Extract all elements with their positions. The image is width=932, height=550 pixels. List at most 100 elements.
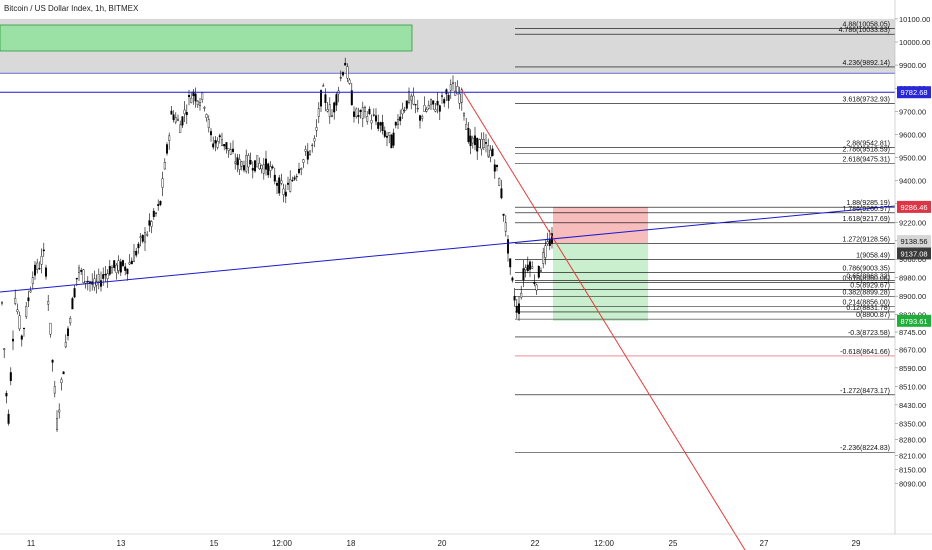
- candle-body: [231, 148, 234, 152]
- candle: [476, 137, 479, 160]
- candle: [128, 254, 131, 266]
- candle-body: [229, 149, 232, 155]
- candle: [56, 410, 59, 432]
- candle: [311, 143, 314, 153]
- candle-body: [443, 99, 446, 104]
- candle: [110, 264, 113, 274]
- candle-body: [148, 220, 151, 226]
- candle: [533, 274, 536, 287]
- candle: [408, 87, 411, 105]
- candle: [282, 183, 285, 203]
- chart-title: Bitcoin / US Dollar Index, 1h, BITMEX: [4, 4, 139, 13]
- candle-body: [333, 102, 336, 113]
- candle: [212, 136, 215, 150]
- candle-body: [62, 371, 65, 375]
- candle-body: [388, 132, 391, 136]
- candle-body: [386, 135, 389, 138]
- candle: [31, 271, 34, 290]
- candle-body: [364, 107, 367, 112]
- fib-label: 0.65(8968.32): [846, 273, 890, 280]
- candle-body: [487, 145, 490, 157]
- candle: [390, 133, 393, 149]
- candle-body: [302, 159, 305, 163]
- candle-body: [370, 120, 373, 124]
- candle: [18, 311, 21, 332]
- candle-body: [176, 118, 179, 121]
- candle: [124, 263, 127, 276]
- candle-body: [430, 99, 433, 105]
- fib-label: 1.88(9285.19): [846, 200, 890, 207]
- candle-body: [269, 166, 272, 171]
- candle: [196, 99, 199, 108]
- fib-label: -2.236(8224.83): [840, 445, 890, 452]
- candle-body: [121, 260, 124, 266]
- candle-body: [84, 280, 87, 284]
- candle-body: [150, 221, 153, 227]
- candle-body: [242, 165, 245, 171]
- candle-body: [520, 292, 523, 298]
- candle: [267, 162, 270, 178]
- candle-body: [463, 113, 466, 117]
- price-tick-label: 8280.00: [899, 435, 926, 444]
- candle-body: [181, 116, 184, 126]
- candle: [207, 115, 210, 133]
- candle-body: [245, 155, 248, 172]
- candle: [60, 377, 63, 391]
- fib-label: -0.3(8723.58): [848, 330, 890, 337]
- candle-body: [170, 110, 173, 115]
- candle: [432, 100, 435, 110]
- candle-body: [509, 258, 512, 268]
- candle-body: [291, 180, 294, 182]
- candle-body: [137, 243, 140, 249]
- candle-body: [267, 163, 270, 176]
- candle-body: [198, 102, 201, 106]
- candle: [146, 231, 149, 237]
- candle-body: [304, 149, 307, 152]
- candle: [38, 261, 41, 271]
- candle-body: [309, 150, 312, 155]
- candle-body: [427, 105, 430, 109]
- price-tick-label: 8090.00: [899, 479, 926, 488]
- candle-body: [20, 335, 23, 340]
- candle: [397, 114, 400, 130]
- candle-body: [220, 139, 223, 146]
- candle: [447, 92, 450, 109]
- price-tick-label: 10000.00: [899, 38, 930, 47]
- time-axis[interactable]: 11 13 15 12:00 18 20 22 12:00 25 27 29: [0, 533, 932, 548]
- price-tick-label: 8210.00: [899, 452, 926, 461]
- candle: [49, 322, 52, 338]
- candle-body: [350, 90, 353, 106]
- candle: [168, 132, 171, 150]
- candle-body: [480, 139, 483, 150]
- candle: [313, 135, 316, 148]
- candle-body: [99, 280, 102, 287]
- candle-body: [163, 162, 166, 170]
- candle: [416, 99, 419, 113]
- candle-body: [1, 301, 4, 304]
- candle: [251, 161, 254, 179]
- candle-body: [53, 386, 56, 394]
- candle-body: [425, 108, 428, 112]
- candle: [315, 119, 318, 137]
- candle-body: [474, 135, 477, 146]
- candle-body: [45, 267, 48, 277]
- candle: [454, 81, 457, 96]
- candle-body: [201, 92, 204, 100]
- candle-body: [320, 90, 323, 107]
- price-tick-label: 9500.00: [899, 154, 926, 163]
- candle-body: [355, 108, 358, 118]
- price-tag-label: 9137.08: [900, 249, 927, 258]
- candle-body: [454, 90, 457, 96]
- candle: [51, 359, 54, 372]
- candle-body: [271, 166, 274, 169]
- candle-body: [526, 264, 529, 272]
- candle-body: [154, 212, 157, 214]
- candle: [403, 106, 406, 113]
- fib-label: 4.88(10058.05): [843, 22, 890, 29]
- candle-body: [289, 179, 292, 192]
- candle: [242, 160, 245, 173]
- candle: [161, 171, 164, 197]
- price-tag-box: [897, 235, 931, 248]
- candle: [361, 101, 364, 128]
